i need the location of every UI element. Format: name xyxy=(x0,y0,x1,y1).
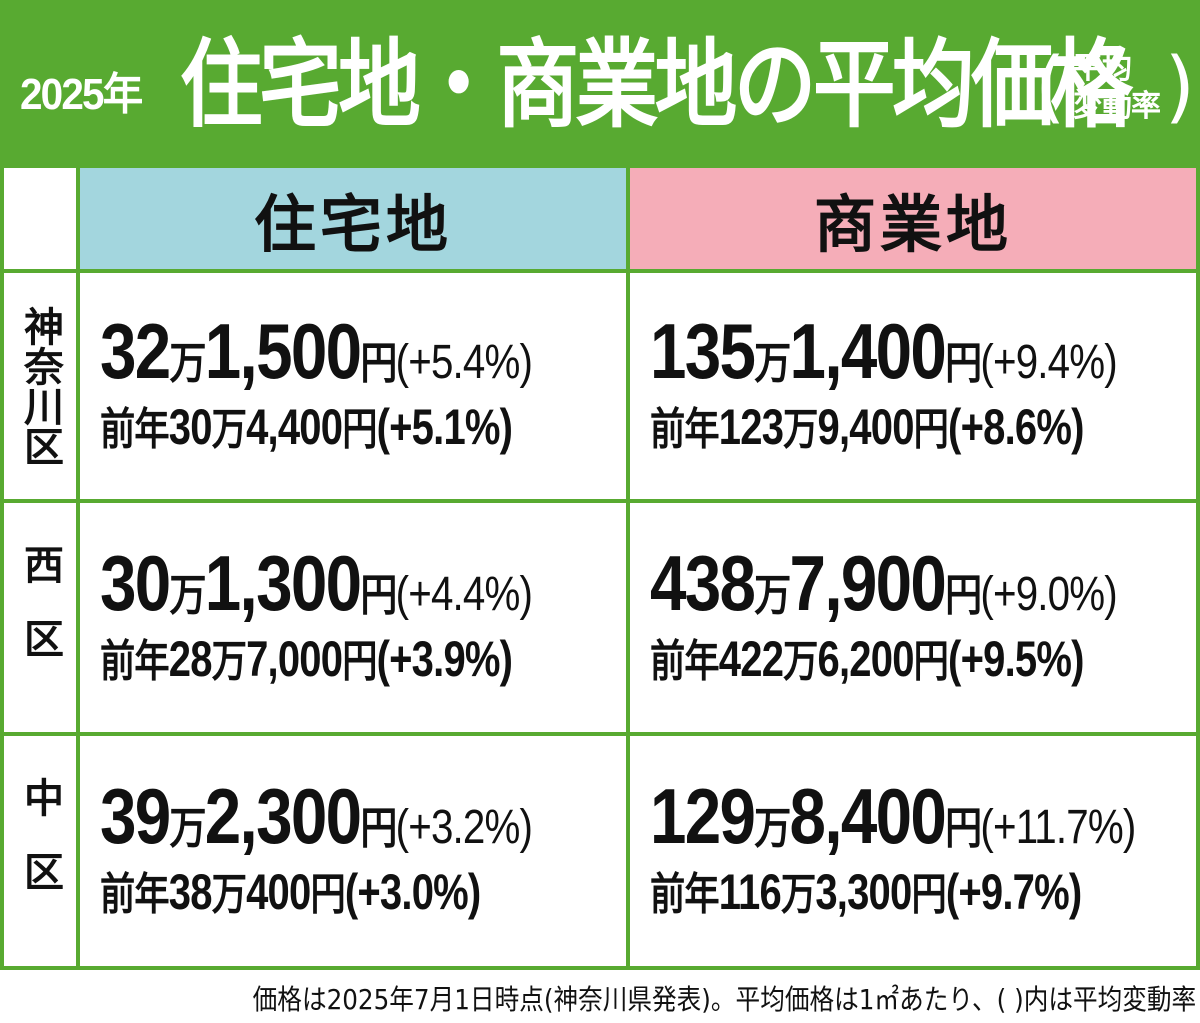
column-header-residential: 住宅地 xyxy=(80,168,626,269)
table-cell: 438万7,900円(+9.0%) 前年422万6,200円(+9.5%) xyxy=(630,503,1196,732)
previous-price: 前年422万6,200円(+9.5%) xyxy=(650,630,1084,687)
current-price: 30万1,300円(+4.4%) xyxy=(100,538,533,627)
paren-close: ) xyxy=(1164,42,1195,132)
previous-price: 前年38万400円(+3.0%) xyxy=(100,864,481,920)
title-subnote: ( 平均 変動率 ) xyxy=(1035,44,1195,134)
subnote-line-1: 平均 xyxy=(1073,51,1132,86)
subnote-line-2: 変動率 xyxy=(1073,89,1161,124)
price-table: 住宅地 商業地 神奈川区 32万1,500円(+5.4%) 前年30万4,400… xyxy=(0,164,1200,970)
column-header-label: 住宅地 xyxy=(253,187,452,261)
title-year: 2025年 xyxy=(20,70,143,119)
column-header-label: 商業地 xyxy=(813,187,1012,261)
previous-price: 前年116万3,300円(+9.7%) xyxy=(650,864,1082,920)
table-cell: 30万1,300円(+4.4%) 前年28万7,000円(+3.9%) xyxy=(80,503,626,732)
page-title: 住宅地・商業地の平均価格 xyxy=(180,29,1133,141)
table-cell: 129万8,400円(+11.7%) 前年116万3,300円(+9.7%) xyxy=(630,736,1196,966)
corner-cell xyxy=(4,168,76,269)
row-header-kanagawa: 神奈川区 xyxy=(4,273,76,499)
title-banner: 2025年 住宅地・商業地の平均価格 ( 平均 変動率 ) xyxy=(0,0,1200,166)
table-cell: 39万2,300円(+3.2%) 前年38万400円(+3.0%) xyxy=(80,736,626,966)
previous-price: 前年30万4,400円(+5.1%) xyxy=(100,399,513,455)
subnote-text: 平均 変動率 xyxy=(1073,50,1173,126)
footnote: 価格は2025年7月1日時点(神奈川県発表)。平均価格は1㎡あたり、( )内は平… xyxy=(252,983,1196,1016)
column-header-commercial: 商業地 xyxy=(630,168,1196,269)
current-price: 135万1,400円(+9.4%) xyxy=(650,307,1118,395)
table-cell: 135万1,400円(+9.4%) 前年123万9,400円(+8.6%) xyxy=(630,273,1196,499)
current-price: 39万2,300円(+3.2%) xyxy=(100,772,533,860)
row-header-naka: 中区 xyxy=(4,736,76,966)
current-price: 129万8,400円(+11.7%) xyxy=(650,772,1136,860)
paren-open: ( xyxy=(1035,42,1066,132)
ward-label: 神奈川区 xyxy=(17,306,63,466)
current-price: 32万1,500円(+5.4%) xyxy=(100,307,533,395)
row-header-nishi: 西区 xyxy=(4,503,76,732)
current-price: 438万7,900円(+9.0%) xyxy=(650,538,1118,627)
previous-price: 前年123万9,400円(+8.6%) xyxy=(650,399,1084,455)
ward-label: 西区 xyxy=(17,543,63,692)
table-cell: 32万1,500円(+5.4%) 前年30万4,400円(+5.1%) xyxy=(80,273,626,499)
previous-price: 前年28万7,000円(+3.9%) xyxy=(100,630,513,687)
ward-label: 中区 xyxy=(17,777,63,925)
